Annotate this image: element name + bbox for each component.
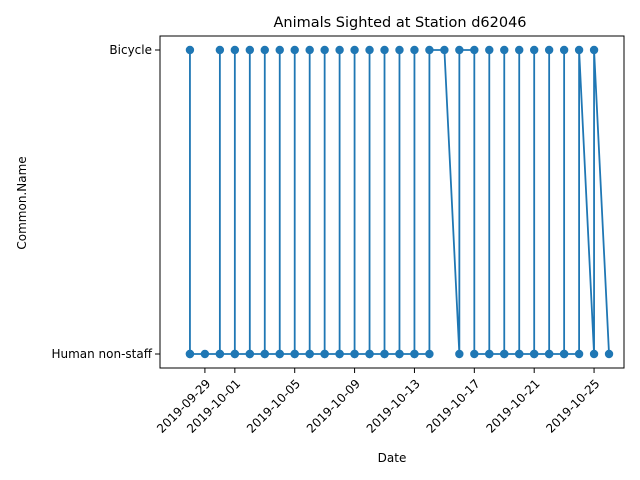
data-point <box>500 349 509 359</box>
data-point <box>470 349 479 359</box>
data-point <box>290 45 299 55</box>
data-point <box>365 45 374 55</box>
y-tick-label: Human non-staff <box>51 347 152 361</box>
data-point <box>544 45 554 55</box>
data-point <box>245 349 255 359</box>
data-point <box>380 349 389 359</box>
data-point <box>544 349 554 359</box>
data-point <box>455 349 464 359</box>
data-point <box>320 349 329 359</box>
data-point <box>350 349 359 359</box>
chart-title: Animals Sighted at Station d62046 <box>273 15 526 31</box>
data-point <box>559 349 569 359</box>
data-point <box>395 45 404 55</box>
y-tick-label: Bicycle <box>109 43 152 57</box>
data-point <box>185 349 195 359</box>
data-point <box>574 45 584 55</box>
data-point <box>515 349 524 359</box>
data-point <box>215 349 225 359</box>
data-point <box>395 349 404 359</box>
data-point <box>425 45 434 55</box>
data-point <box>365 349 374 359</box>
data-point <box>350 45 359 55</box>
data-point <box>410 45 419 55</box>
data-point <box>290 349 299 359</box>
data-point <box>200 349 210 359</box>
x-axis-label: Date <box>378 451 407 465</box>
data-point <box>425 349 434 359</box>
data-point <box>515 45 524 55</box>
data-point <box>589 45 599 55</box>
data-point <box>335 349 344 359</box>
data-point <box>485 45 494 55</box>
y-axis-label: Common.Name <box>15 156 29 249</box>
data-point <box>485 349 494 359</box>
data-point <box>275 45 284 55</box>
data-point <box>305 349 314 359</box>
data-point <box>260 349 269 359</box>
data-point <box>380 45 389 55</box>
series-layer <box>185 45 614 359</box>
data-point <box>230 349 240 359</box>
data-point <box>574 349 584 359</box>
data-point <box>470 45 479 55</box>
series-line <box>189 49 610 355</box>
data-point <box>215 45 225 55</box>
data-point <box>320 45 329 55</box>
data-point <box>260 45 269 55</box>
data-point <box>230 45 240 55</box>
data-point <box>440 45 449 55</box>
data-point <box>604 349 614 359</box>
data-point <box>559 45 569 55</box>
data-point <box>500 45 509 55</box>
data-point <box>245 45 255 55</box>
data-point <box>455 45 464 55</box>
axes-frame <box>159 35 625 369</box>
data-point <box>410 349 419 359</box>
data-point <box>305 45 314 55</box>
data-point <box>185 45 195 55</box>
data-point <box>529 349 539 359</box>
data-point <box>335 45 344 55</box>
data-point <box>529 45 539 55</box>
data-point <box>275 349 284 359</box>
data-point <box>589 349 599 359</box>
